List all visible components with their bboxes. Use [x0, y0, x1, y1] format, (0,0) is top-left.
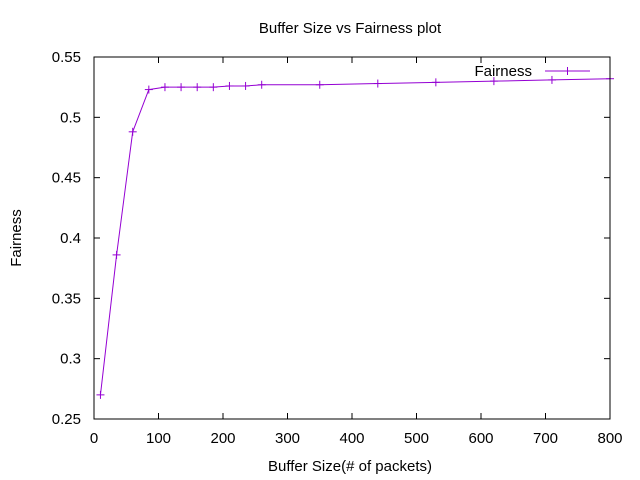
- data-point-marker: [112, 250, 121, 259]
- x-tick-label: 500: [404, 430, 429, 447]
- data-point-marker: [225, 81, 234, 90]
- x-tick-label: 100: [146, 430, 171, 447]
- plot-frame: [93, 56, 611, 420]
- x-axis-label: Buffer Size(# of packets): [268, 458, 432, 475]
- legend-label: Fairness: [474, 63, 532, 80]
- x-tick-label: 400: [339, 430, 364, 447]
- data-point-marker: [177, 83, 186, 92]
- data-point-marker: [547, 75, 556, 84]
- y-tick-label: 0.5: [60, 109, 81, 126]
- data-point-marker: [431, 78, 440, 87]
- x-tick-label: 200: [210, 430, 235, 447]
- data-point-marker: [257, 80, 266, 89]
- data-series: [96, 74, 614, 399]
- data-point-marker: [96, 390, 105, 399]
- x-tick-label: 300: [275, 430, 300, 447]
- y-ticks: 0.25 0.3 0.35 0.4 0.45 0.5 0.55: [52, 49, 610, 428]
- x-ticks: 0 100 200 300 400 500 600 700 800: [90, 57, 623, 447]
- x-tick-label: 800: [597, 430, 622, 447]
- data-point-marker: [160, 83, 169, 92]
- y-tick-label: 0.45: [52, 170, 81, 187]
- y-tick-label: 0.35: [52, 290, 81, 307]
- chart-title: Buffer Size vs Fairness plot: [259, 20, 442, 37]
- data-point-marker: [193, 83, 202, 92]
- data-point-marker: [315, 80, 324, 89]
- x-tick-label: 700: [533, 430, 558, 447]
- data-point-marker: [128, 127, 137, 136]
- legend-marker: [563, 67, 572, 75]
- y-axis-label: Fairness: [8, 209, 25, 267]
- data-point-marker: [241, 81, 250, 90]
- series-line: [99, 78, 611, 395]
- y-tick-label: 0.4: [60, 230, 81, 247]
- y-tick-label: 0.3: [60, 351, 81, 368]
- data-point-marker: [373, 79, 382, 88]
- y-tick-label: 0.55: [52, 49, 81, 66]
- y-tick-label: 0.25: [52, 411, 81, 428]
- data-point-marker: [144, 85, 153, 94]
- data-point-marker: [209, 83, 218, 92]
- data-point-marker: [489, 77, 498, 86]
- x-tick-label: 600: [468, 430, 493, 447]
- legend: Fairness: [474, 63, 590, 80]
- x-tick-label: 0: [90, 430, 98, 447]
